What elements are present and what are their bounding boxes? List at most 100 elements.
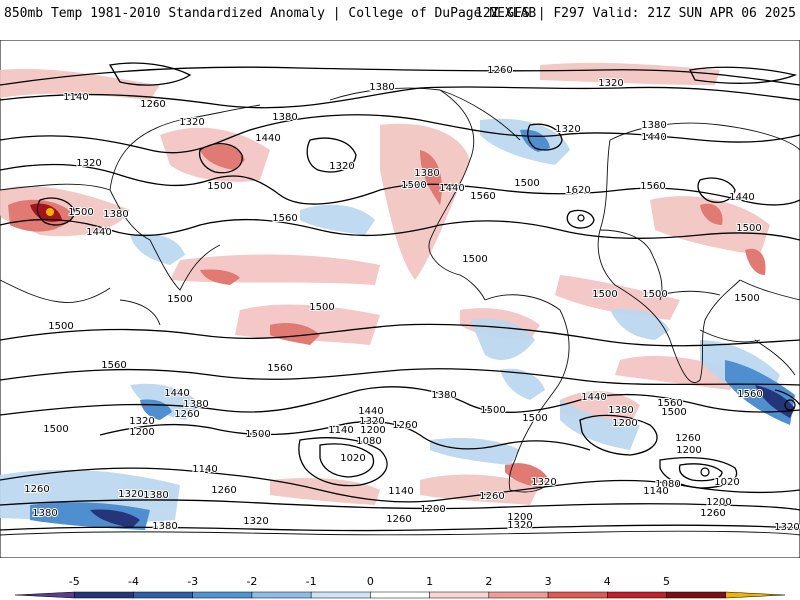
contour-label: 1380 <box>369 82 394 93</box>
contour-label: 1500 <box>167 294 192 305</box>
contour-label: 1380 <box>183 399 208 410</box>
contour-label: 1320 <box>507 520 532 531</box>
contour-label: 1020 <box>714 477 739 488</box>
contour-label: 1320 <box>179 117 204 128</box>
contour-label: 1260 <box>392 420 417 431</box>
contour-label: 1440 <box>358 406 383 417</box>
contour-label: 1140 <box>328 425 353 436</box>
contour-label: 1200 <box>612 418 637 429</box>
contour-label: 1080 <box>356 436 381 447</box>
contour-label: 1380 <box>152 521 177 532</box>
contour-label: 1200 <box>360 425 385 436</box>
colorbar-tick-label: 0 <box>367 575 374 588</box>
colorbar-swatch <box>133 591 193 599</box>
contour-label: 1260 <box>174 409 199 420</box>
contour-label: 1560 <box>737 389 762 400</box>
contour-label: 1440 <box>255 133 280 144</box>
contour-label: 1560 <box>470 191 495 202</box>
contour-label: 1260 <box>479 491 504 502</box>
contour-label: 1320 <box>774 522 799 533</box>
contour-label: 1440 <box>641 132 666 143</box>
contour-label: 1320 <box>359 416 384 427</box>
colorbar-swatch <box>547 591 608 599</box>
contour-label: 1320 <box>76 158 101 169</box>
contour-label: 1260 <box>700 508 725 519</box>
contour-label: 1500 <box>309 302 334 313</box>
contour-label: 1440 <box>439 183 464 194</box>
contour-label: 1500 <box>43 424 68 435</box>
colorbar-tick-label: -5 <box>69 575 80 588</box>
contour-label: 1560 <box>267 363 292 374</box>
contour-label: 1500 <box>661 407 686 418</box>
colorbar-swatch <box>725 591 786 599</box>
colorbar-tick-label: 2 <box>485 575 492 588</box>
contour-label: 1200 <box>129 427 154 438</box>
contour-label: 1380 <box>431 390 456 401</box>
contour-label: 1200 <box>420 504 445 515</box>
contour-label: 1560 <box>272 213 297 224</box>
colorbar-tick-label: -3 <box>187 575 198 588</box>
contour-label: 1500 <box>245 429 270 440</box>
contour-label: 1500 <box>736 223 761 234</box>
contour-label: 1140 <box>643 486 668 497</box>
contour-label: 1080 <box>655 479 680 490</box>
contour-label: 1140 <box>63 92 88 103</box>
contour-label: 1140 <box>388 486 413 497</box>
contour-label: 1320 <box>555 124 580 135</box>
contour-label: 1320 <box>129 416 154 427</box>
model-run-info: 12Z GFS | F297 Valid: 21Z SUN APR 06 202… <box>475 6 796 21</box>
contour-label: 1320 <box>598 78 623 89</box>
contour-label: 1620 <box>565 185 590 196</box>
contour-label: 1260 <box>140 99 165 110</box>
contour-label: 1500 <box>642 289 667 300</box>
contour-label: 1380 <box>143 490 168 501</box>
colorbar-swatch <box>429 591 490 599</box>
contour-label: 1500 <box>480 405 505 416</box>
contour-label: 1500 <box>207 181 232 192</box>
contour-label: 1020 <box>340 453 365 464</box>
contour-label: 1260 <box>211 485 236 496</box>
colorbar-swatch <box>607 591 667 599</box>
colorbar-swatch <box>192 591 253 599</box>
contour-label: 1380 <box>103 209 128 220</box>
contour-label: 1320 <box>243 516 268 527</box>
colorbar-tick-label: 3 <box>545 575 552 588</box>
contour-label: 1440 <box>86 227 111 238</box>
colorbar-swatch <box>488 591 549 599</box>
contour-label: 1440 <box>581 392 606 403</box>
colorbar-swatch <box>251 591 312 599</box>
map-title: 850mb Temp 1981-2010 Standardized Anomal… <box>4 6 537 21</box>
contour-label: 1380 <box>414 168 439 179</box>
contour-label: 1500 <box>592 289 617 300</box>
contour-label: 1260 <box>24 484 49 495</box>
contour-label: 1380 <box>272 112 297 123</box>
coastlines <box>0 87 800 536</box>
contour-label: 1560 <box>640 181 665 192</box>
contour-label: 1500 <box>48 321 73 332</box>
height-contours <box>0 62 800 532</box>
contour-label: 1500 <box>734 293 759 304</box>
contour-label: 1200 <box>676 445 701 456</box>
contour-label: 1500 <box>462 254 487 265</box>
extreme-cold-anomaly <box>90 385 795 528</box>
contour-label: 1380 <box>641 120 666 131</box>
colorbar-tick-label: -2 <box>246 575 257 588</box>
colorbar-swatch <box>370 591 430 599</box>
contour-label: 1440 <box>164 388 189 399</box>
colorbar-tick-label: 1 <box>426 575 433 588</box>
contour-label: 1320 <box>531 477 556 488</box>
contour-label: 1140 <box>192 464 217 475</box>
contour-label: 1260 <box>675 433 700 444</box>
colorbar: -5 -4 -3 -2 -1 0 1 2 3 4 5 <box>14 575 786 599</box>
colorbar-swatch <box>310 591 371 599</box>
contour-label: 1560 <box>657 398 682 409</box>
contour-label: 1560 <box>101 360 126 371</box>
contour-label: 1260 <box>487 65 512 76</box>
colorbar-tick-label: 4 <box>604 575 611 588</box>
colorbar-swatch <box>666 591 727 599</box>
contour-label: 1500 <box>401 180 426 191</box>
colorbar-tick-label: 5 <box>663 575 670 588</box>
contour-label: 1200 <box>706 497 731 508</box>
